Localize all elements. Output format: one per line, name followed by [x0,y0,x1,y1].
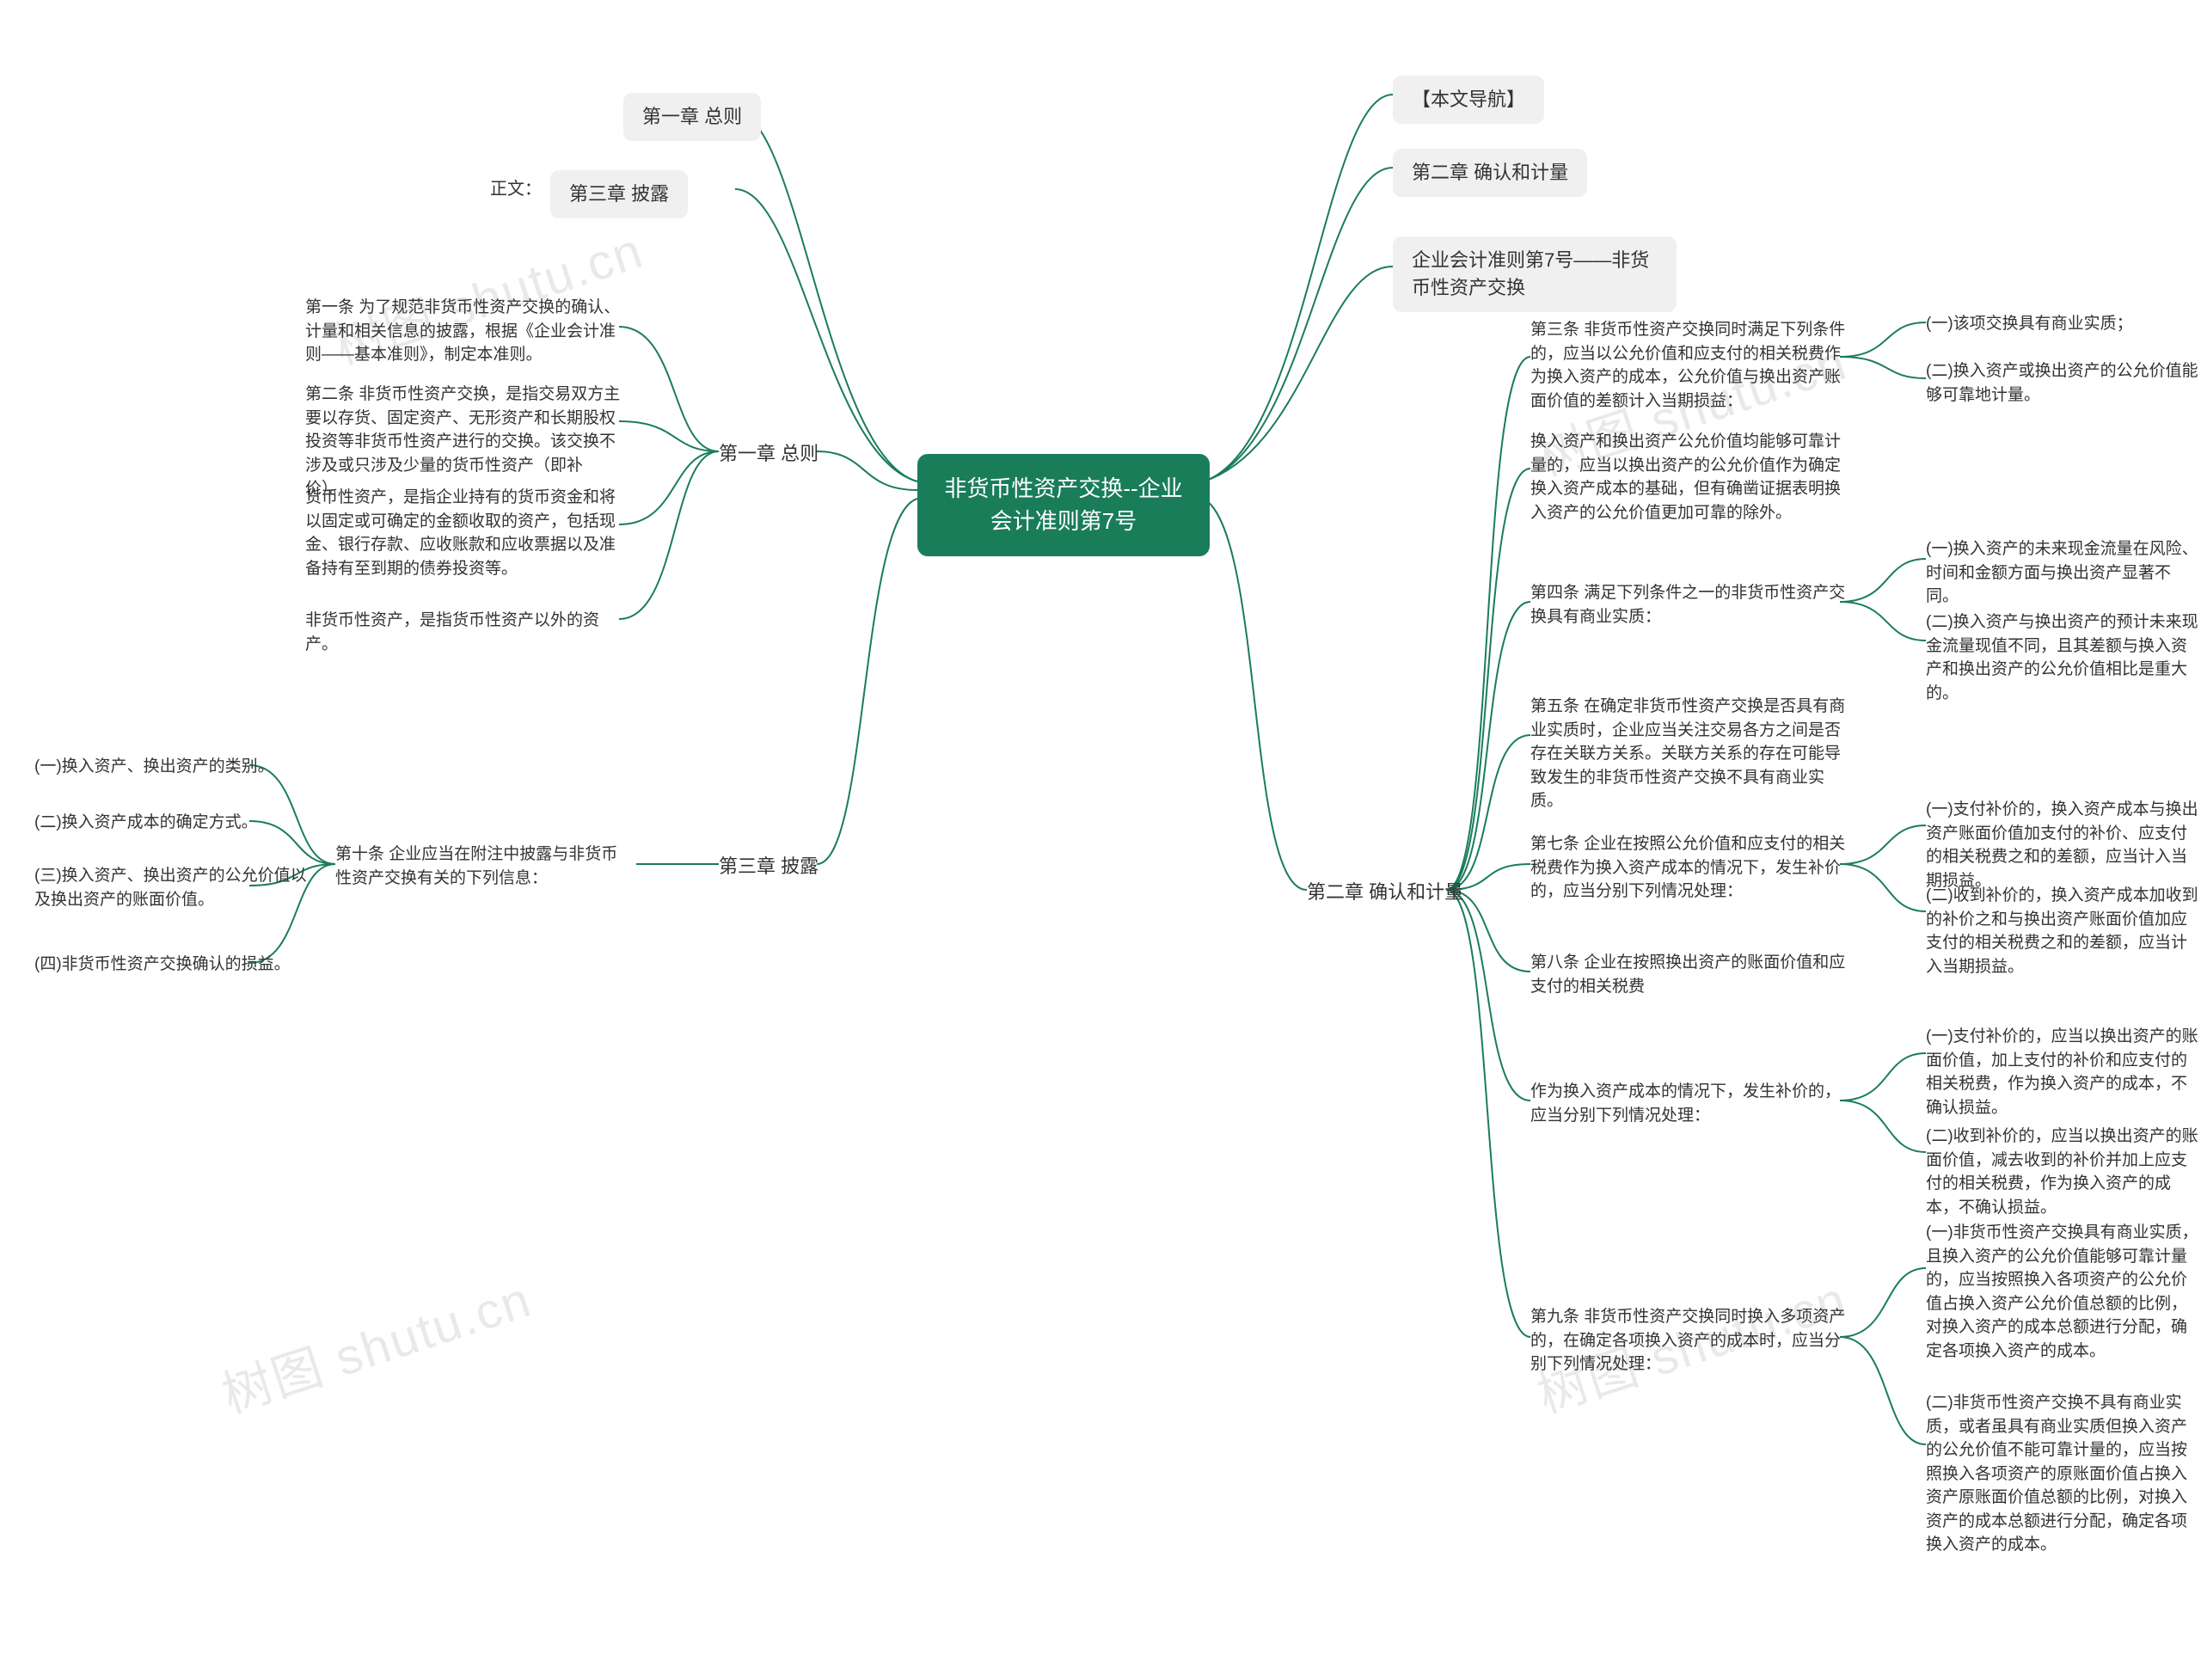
branch-ch2[interactable]: 第二章 确认和计量 [1307,879,1463,906]
ch2-a3-stem: 第三条 非货币性资产交换同时满足下列条件的，应当以公允价值和应支付的相关税费作为… [1530,318,1848,413]
bubble-ch2-top[interactable]: 第二章 确认和计量 [1393,149,1587,197]
ch1-a1: 第一条 为了规范非货币性资产交换的确认、计量和相关信息的披露，根据《企业会计准则… [305,296,623,367]
bubble-rule7[interactable]: 企业会计准则第7号——非货币性资产交换 [1393,236,1677,312]
ch2-a8-1: (一)支付补价的，应当以换出资产的账面价值，加上支付的补价和应支付的相关税费，作… [1926,1025,2201,1119]
ch3-b2: (二)换入资产成本的确定方式。 [34,811,258,835]
ch2-a9-1: (一)非货币性资产交换具有商业实质，且换入资产的公允价值能够可靠计量的，应当按照… [1926,1221,2201,1363]
ch2-a7-1: (一)支付补价的，换入资产成本与换出资产账面价值加支付的补价、应支付的相关税费之… [1926,798,2201,892]
bubble-left-ch1[interactable]: 第一章 总则 [623,93,761,141]
ch2-a3-extra: 换入资产和换出资产公允价值均能够可靠计量的，应当以换出资产的公允价值作为确定换入… [1530,430,1848,524]
ch2-a3-2: (二)换入资产或换出资产的公允价值能够可靠地计量。 [1926,359,2201,407]
bubble-nav[interactable]: 【本文导航】 [1393,76,1544,124]
ch2-a4-2: (二)换入资产与换出资产的预计未来现金流量现值不同，且其差额与换入资产和换出资产… [1926,610,2201,705]
ch2-a8: 第八条 企业在按照换出资产的账面价值和应支付的相关税费 [1530,951,1848,998]
ch2-a8-2: (二)收到补价的，应当以换出资产的账面价值，减去收到的补价并加上应支付的相关税费… [1926,1125,2201,1219]
ch3-b3: (三)换入资产、换出资产的公允价值以及换出资产的账面价值。 [34,864,310,911]
ch2-a4-1: (一)换入资产的未来现金流量在风险、时间和金额方面与换出资产显著不同。 [1926,537,2201,609]
watermark: 树图 shutu.cn [212,1259,539,1426]
ch2-a3-1: (一)该项交换具有商业实质； [1926,312,2133,336]
branch-ch3[interactable]: 第三章 披露 [719,853,818,880]
ch2-a9-2: (二)非货币性资产交换不具有商业实质，或者虽具有商业实质但换入资产的公允价值不能… [1926,1391,2201,1557]
edges-layer [0,0,2201,1680]
ch2-a5: 第五条 在确定非货币性资产交换是否具有商业实质时，企业应当关注交易各方之间是否存… [1530,695,1848,813]
ch3-stem: 第十条 企业应当在附注中披露与非货币性资产交换有关的下列信息： [335,843,632,890]
ch2-a9-stem: 第九条 非货币性资产交换同时换入多项资产的，在确定各项换入资产的成本时，应当分别… [1530,1305,1848,1376]
ch2-a7-2: (二)收到补价的，换入资产成本加收到的补价之和与换出资产账面价值加应支付的相关税… [1926,884,2201,978]
ch3-b4: (四)非货币性资产交换确认的损益。 [34,953,291,977]
prefix-label: 正文： [490,177,542,202]
ch3-b1: (一)换入资产、换出资产的类别。 [34,755,274,779]
mindmap-canvas: 树图 shutu.cn 树图 shutu.cn 树图 shutu.cn 树图 s… [0,0,2201,1680]
ch1-a4: 非货币性资产，是指货币性资产以外的资产。 [305,609,623,656]
ch2-a4-stem: 第四条 满足下列条件之一的非货币性资产交换具有商业实质： [1530,581,1848,628]
ch1-a3: 货币性资产，是指企业持有的货币资金和将以固定或可确定的金额收取的资产，包括现金、… [305,486,623,580]
ch2-a8b-stem: 作为换入资产成本的情况下，发生补价的，应当分别下列情况处理： [1530,1080,1848,1127]
bubble-left-ch3[interactable]: 第三章 披露 [550,170,688,218]
root-node[interactable]: 非货币性资产交换--企业会计准则第7号 [917,454,1210,556]
ch2-a7-stem: 第七条 企业在按照公允价值和应支付的相关税费作为换入资产成本的情况下，发生补价的… [1530,832,1848,904]
ch1-a2: 第二条 非货币性资产交换，是指交易双方主要以存货、固定资产、无形资产和长期股权投… [305,383,623,501]
branch-ch1[interactable]: 第一章 总则 [719,440,818,468]
